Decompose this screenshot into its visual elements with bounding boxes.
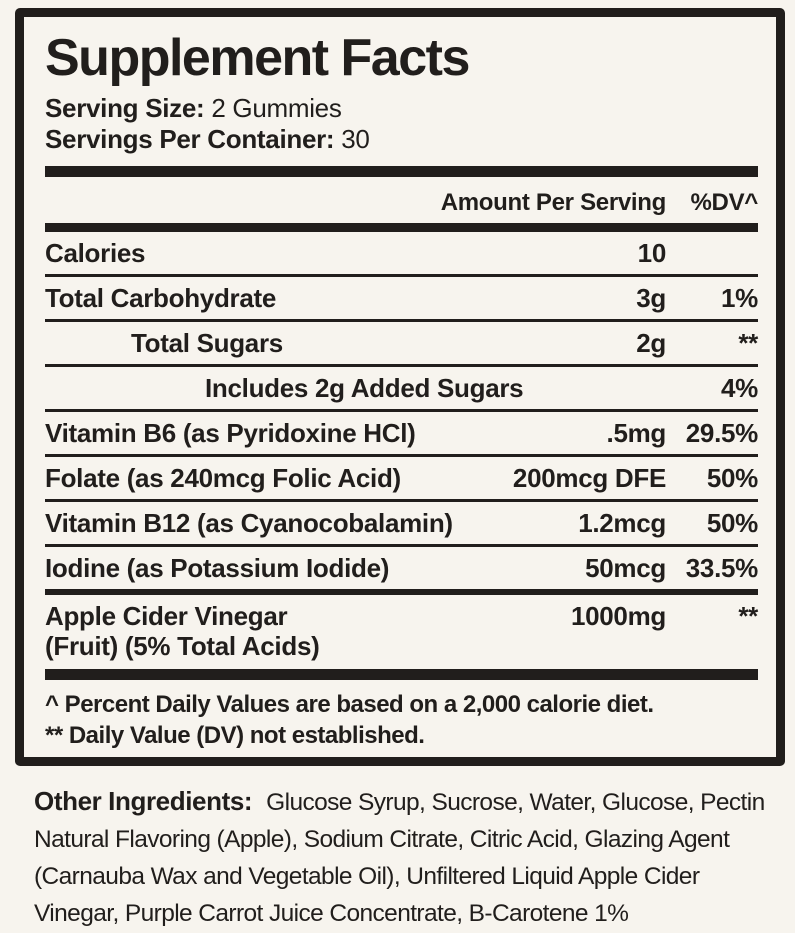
amount-per-serving-header: Amount Per Serving bbox=[440, 189, 667, 216]
nutrient-amount: .5mg bbox=[606, 418, 667, 448]
table-row: Includes 2g Added Sugars 4% bbox=[45, 367, 758, 412]
nutrient-amount: 50mcg bbox=[585, 553, 666, 583]
table-row: Calories 10 bbox=[45, 232, 758, 277]
footnotes: ^ Percent Daily Values are based on a 2,… bbox=[45, 689, 758, 751]
serving-size-label: Serving Size: bbox=[45, 93, 205, 123]
table-row: Iodine (as Potassium Iodide) 50mcg 33.5% bbox=[45, 547, 758, 595]
nutrient-amount: 3g bbox=[636, 283, 666, 313]
nutrient-name: Iodine (as Potassium Iodide) bbox=[45, 553, 390, 583]
nutrient-name: Total Sugars bbox=[131, 328, 283, 358]
nutrient-name: Apple Cider Vinegar (Fruit) (5% Total Aci… bbox=[45, 601, 320, 661]
other-ingredients-text: Glucose Syrup, Sucrose, Water, Glucose, … bbox=[266, 789, 765, 816]
table-row: Vitamin B6 (as Pyridoxine HCl) .5mg 29.5% bbox=[45, 412, 758, 457]
heavy-divider-bottom bbox=[45, 669, 758, 680]
supplement-label: { "colors": { "background": "#f7f4ee", "… bbox=[0, 8, 795, 933]
nutrient-dv: 4% bbox=[721, 373, 758, 403]
other-ingredients-line: (Carnauba Wax and Vegetable Oil), Unfilt… bbox=[34, 863, 700, 890]
nutrient-dv: 50% bbox=[706, 508, 758, 538]
nutrient-amount: 200mcg DFE bbox=[512, 463, 666, 493]
nutrient-amount: 2g bbox=[636, 328, 666, 358]
nutrient-name: Total Carbohydrate bbox=[45, 283, 277, 313]
table-row: Apple Cider Vinegar (Fruit) (5% Total Aci… bbox=[45, 595, 758, 667]
table-row: Total Sugars 2g ** bbox=[45, 322, 758, 367]
nutrient-name: Calories bbox=[45, 238, 146, 268]
dv-header: %DV^ bbox=[690, 189, 759, 216]
serving-size-value: 2 Gummies bbox=[211, 93, 342, 123]
nutrient-dv: 33.5% bbox=[685, 553, 759, 583]
nutrient-name: Vitamin B6 (as Pyridoxine HCl) bbox=[45, 418, 416, 448]
nutrient-amount: 1000mg bbox=[570, 601, 666, 631]
other-ingredients-line: Natural Flavoring (Apple), Sodium Citrat… bbox=[34, 826, 730, 853]
nutrient-name-line2: (Fruit) (5% Total Acids) bbox=[45, 631, 320, 661]
nutrient-dv: 1% bbox=[721, 283, 758, 313]
supplement-facts-panel: Supplement Facts Serving Size: 2 Gummies… bbox=[15, 8, 785, 766]
heavy-divider-header bbox=[45, 223, 758, 232]
footnote-daily-values: ^ Percent Daily Values are based on a 2,… bbox=[45, 691, 654, 718]
servings-per-container-value: 30 bbox=[341, 124, 370, 154]
other-ingredients-label: Other Ingredients: bbox=[34, 786, 253, 816]
table-row: Folate (as 240mcg Folic Acid) 200mcg DFE 5… bbox=[45, 457, 758, 502]
heavy-divider-top bbox=[45, 166, 758, 177]
other-ingredients-line: Other Ingredients: Glucose Syrup, Sucrose… bbox=[34, 783, 786, 821]
nutrient-amount: 1.2mcg bbox=[578, 508, 666, 538]
nutrient-dv: ** bbox=[738, 328, 758, 358]
nutrient-dv: 50% bbox=[706, 463, 758, 493]
nutrient-dv: 29.5% bbox=[685, 418, 759, 448]
nutrient-dv: ** bbox=[738, 601, 758, 631]
panel-title: Supplement Facts bbox=[45, 29, 470, 87]
other-ingredients: Other Ingredients: Glucose Syrup, Sucrose… bbox=[34, 783, 786, 932]
servings-per-container-label: Servings Per Container: bbox=[45, 124, 335, 154]
footnote-dv-not-established: ** Daily Value (DV) not established. bbox=[45, 722, 425, 749]
nutrient-name: Includes 2g Added Sugars bbox=[205, 373, 524, 403]
serving-size-line: Serving Size: 2 Gummies bbox=[45, 93, 758, 124]
facts-rows: Calories 10 Total Carbohydrate 3g 1% Total Su… bbox=[45, 232, 758, 667]
other-ingredients-line: Vinegar, Purple Carrot Juice Concentrate… bbox=[34, 900, 629, 927]
table-header-row: Amount Per Serving %DV^ bbox=[45, 181, 759, 223]
table-row: Vitamin B12 (as Cyanocobalamin) 1.2mcg 50% bbox=[45, 502, 758, 547]
servings-per-container-line: Servings Per Container: 30 bbox=[45, 124, 758, 155]
nutrient-name: Folate (as 240mcg Folic Acid) bbox=[45, 463, 401, 493]
table-row: Total Carbohydrate 3g 1% bbox=[45, 277, 758, 322]
nutrient-amount: 10 bbox=[637, 238, 667, 268]
nutrient-name: Vitamin B12 (as Cyanocobalamin) bbox=[45, 508, 453, 538]
